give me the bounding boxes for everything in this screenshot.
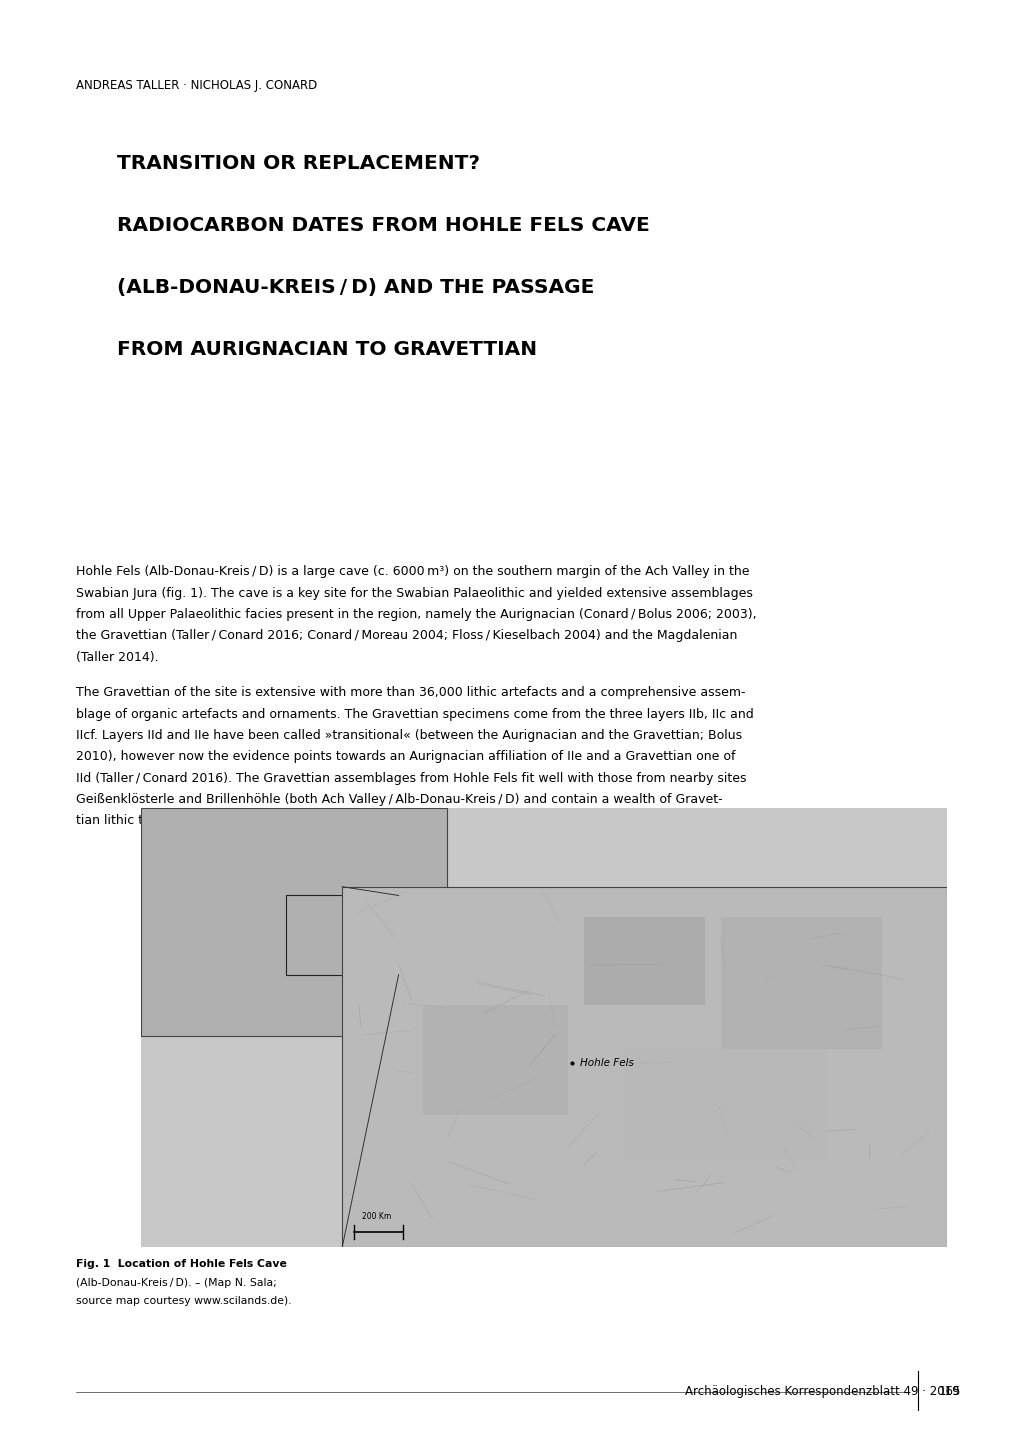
Text: FROM AURIGNACIAN TO GRAVETTIAN: FROM AURIGNACIAN TO GRAVETTIAN	[117, 340, 537, 359]
Text: IIcf. Layers IId and IIe have been called »transitional« (between the Aurignacia: IIcf. Layers IId and IIe have been calle…	[76, 730, 742, 743]
Bar	[141, 808, 446, 1037]
Text: 200 Km: 200 Km	[362, 1211, 391, 1221]
Text: Hohle Fels: Hohle Fels	[580, 1057, 633, 1067]
Text: 2010), however now the evidence points towards an Aurignacian affiliation of IIe: 2010), however now the evidence points t…	[76, 750, 736, 763]
Text: blage of organic artefacts and ornaments. The Gravettian specimens come from the: blage of organic artefacts and ornaments…	[76, 708, 753, 721]
Text: tian lithic type-tools such as Gravette points, Microgravette points, fléchettes: tian lithic type-tools such as Gravette …	[76, 815, 708, 828]
Text: IId (Taller / Conard 2016). The Gravettian assemblages from Hohle Fels fit well : IId (Taller / Conard 2016). The Gravetti…	[76, 771, 746, 784]
Text: The Gravettian of the site is extensive with more than 36,000 lithic artefacts a: The Gravettian of the site is extensive …	[76, 686, 745, 699]
Text: ANDREAS TALLER · NICHOLAS J. CONARD: ANDREAS TALLER · NICHOLAS J. CONARD	[76, 79, 318, 92]
Bar	[584, 917, 704, 1005]
Bar	[285, 895, 398, 975]
Text: 165: 165	[937, 1384, 960, 1399]
Text: Fig. 1  Location of Hohle Fels Cave: Fig. 1 Location of Hohle Fels Cave	[76, 1259, 287, 1269]
Text: TRANSITION OR REPLACEMENT?: TRANSITION OR REPLACEMENT?	[117, 154, 480, 173]
Text: (Taller 2014).: (Taller 2014).	[76, 650, 159, 663]
Text: Geißenklösterle and Brillenhöhle (both Ach Valley / Alb-Donau-Kreis / D) and con: Geißenklösterle and Brillenhöhle (both A…	[76, 793, 722, 806]
Text: Swabian Jura (fig. 1). The cave is a key site for the Swabian Palaeolithic and y: Swabian Jura (fig. 1). The cave is a key…	[76, 587, 753, 600]
Bar	[624, 1050, 825, 1159]
Text: (Alb-Donau-Kreis / D). – (Map N. Sala;: (Alb-Donau-Kreis / D). – (Map N. Sala;	[76, 1278, 277, 1288]
Bar	[423, 1005, 568, 1116]
Text: (ALB-DONAU-KREIS / D) AND THE PASSAGE: (ALB-DONAU-KREIS / D) AND THE PASSAGE	[117, 278, 594, 297]
Text: the Gravettian (Taller / Conard 2016; Conard / Moreau 2004; Floss / Kieselbach 2: the Gravettian (Taller / Conard 2016; Co…	[76, 629, 737, 642]
Text: Archäologisches Korrespondenzblatt 49 · 2019: Archäologisches Korrespondenzblatt 49 · …	[685, 1384, 959, 1399]
Text: Hohle Fels (Alb-Donau-Kreis / D) is a large cave (c. 6000 m³) on the southern ma: Hohle Fels (Alb-Donau-Kreis / D) is a la…	[76, 565, 749, 578]
Text: source map courtesy www.scilands.de).: source map courtesy www.scilands.de).	[76, 1296, 291, 1306]
Bar	[342, 887, 946, 1247]
Text: RADIOCARBON DATES FROM HOHLE FELS CAVE: RADIOCARBON DATES FROM HOHLE FELS CAVE	[117, 216, 649, 235]
Bar	[720, 917, 881, 1050]
Text: from all Upper Palaeolithic facies present in the region, namely the Aurignacian: from all Upper Palaeolithic facies prese…	[76, 609, 756, 622]
